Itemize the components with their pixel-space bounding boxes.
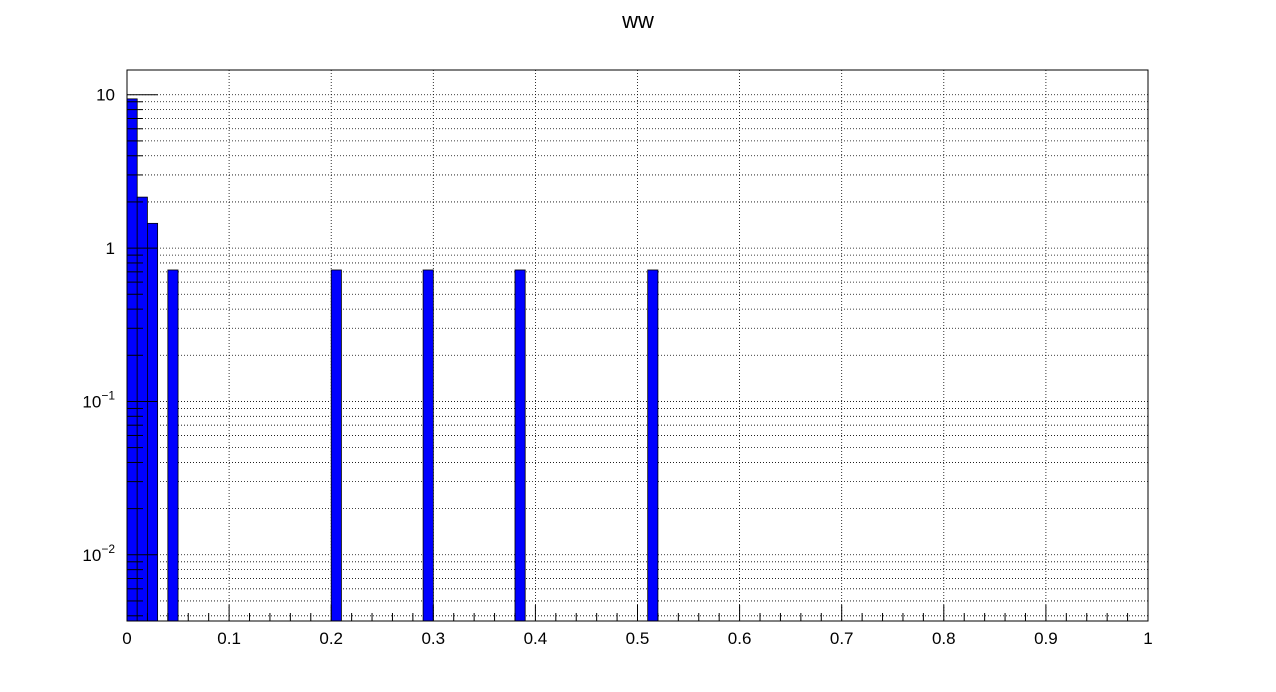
y-tick-label: 1: [106, 239, 115, 258]
histogram-bar: [136, 196, 148, 622]
y-tick-label: 10: [96, 86, 115, 105]
histogram-bar: [147, 222, 159, 622]
histogram-bar: [126, 98, 138, 622]
axes: [126, 69, 1149, 622]
histogram-bars: [126, 98, 659, 622]
histogram-bar: [330, 269, 342, 622]
histogram-bar: [514, 269, 526, 622]
x-tick-label: 0.5: [626, 629, 650, 648]
histogram-bar: [167, 269, 179, 622]
y-tick-label: 10−1: [82, 388, 115, 411]
histogram-bar: [422, 269, 434, 622]
x-tick-label: 0.9: [1034, 629, 1058, 648]
x-tick-label: 0: [122, 629, 131, 648]
histogram-bar: [647, 269, 659, 622]
x-tick-label: 0.8: [932, 629, 956, 648]
x-tick-label: 0.6: [728, 629, 752, 648]
chart-title: ww: [622, 8, 654, 33]
x-tick-label: 0.4: [524, 629, 548, 648]
x-tick-label: 0.3: [421, 629, 445, 648]
y-tick-label: 10−2: [82, 542, 115, 565]
x-tick-label: 1: [1143, 629, 1152, 648]
x-tick-label: 0.1: [217, 629, 241, 648]
tick-labels: 0 0.1 0.2 0.3 0.4 0.5 0.6 0.7 0.8 0.9 1 10 1 10−1 10−2: [82, 86, 1152, 648]
x-tick-label: 0.7: [830, 629, 854, 648]
x-tick-label: 0.2: [319, 629, 343, 648]
grid-lines: [127, 70, 1148, 621]
